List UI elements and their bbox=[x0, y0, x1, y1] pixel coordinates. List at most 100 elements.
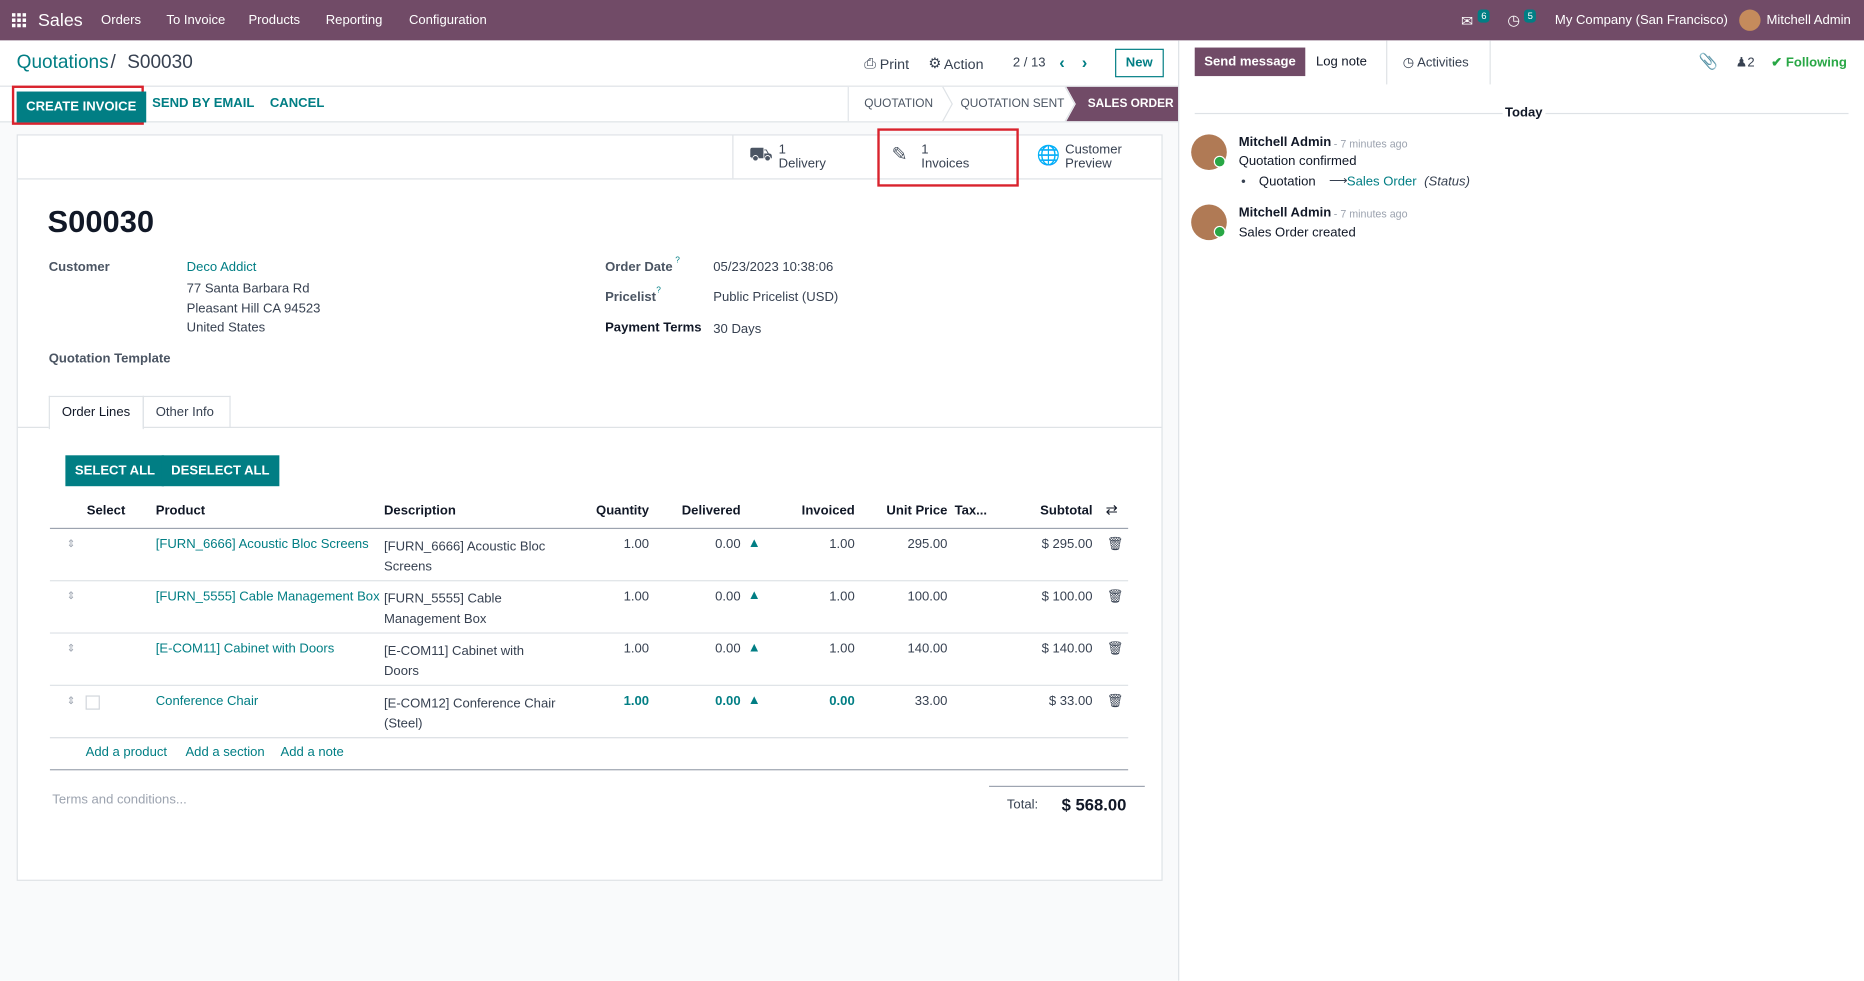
divider bbox=[49, 632, 1129, 634]
delete-icon[interactable]: 🗑 bbox=[1106, 641, 1124, 657]
breadcrumb-separator: / bbox=[110, 52, 116, 73]
invoices-button[interactable]: 1 Invoices bbox=[921, 143, 969, 172]
create-invoice-button[interactable]: CREATE INVOICE bbox=[16, 91, 146, 123]
record-name: S00030 bbox=[47, 203, 155, 239]
new-button[interactable]: New bbox=[1115, 48, 1164, 78]
column-header[interactable]: Delivered bbox=[681, 504, 741, 519]
help-mark[interactable]: ? bbox=[675, 256, 680, 266]
status-step[interactable]: QUOTATION bbox=[864, 97, 934, 111]
product-cell[interactable]: Conference Chair bbox=[155, 694, 259, 709]
label: Delivery bbox=[778, 156, 826, 172]
column-header[interactable]: Subtotal bbox=[1040, 504, 1093, 519]
count: 2 bbox=[1747, 55, 1755, 71]
divider bbox=[989, 785, 1145, 787]
statusbar bbox=[847, 86, 1179, 122]
action-button[interactable]: Action bbox=[943, 55, 984, 73]
product-cell[interactable]: [FURN_5555] Cable Management Box bbox=[155, 589, 380, 604]
customer-link[interactable]: Deco Addict bbox=[186, 260, 257, 275]
divider bbox=[49, 580, 1129, 582]
column-header[interactable]: Invoiced bbox=[801, 504, 855, 519]
divider bbox=[49, 737, 1129, 739]
tab[interactable] bbox=[142, 395, 231, 428]
app-name[interactable]: Sales bbox=[38, 10, 83, 31]
menu-item[interactable]: Orders bbox=[101, 13, 142, 28]
activities-badge: 5 bbox=[1524, 9, 1537, 23]
drag-handle[interactable]: ⇕ bbox=[66, 589, 76, 602]
numeric-cell: 1.00 bbox=[623, 589, 650, 604]
count: 1 bbox=[921, 142, 929, 157]
description-cell: [FURN_5555] Cable Management Box bbox=[383, 592, 502, 627]
column-header[interactable]: Select bbox=[86, 504, 126, 519]
pager-next[interactable]: › bbox=[1081, 52, 1088, 72]
print-button[interactable]: Print bbox=[879, 55, 910, 73]
drag-handle[interactable]: ⇕ bbox=[66, 537, 76, 550]
pager-prev[interactable]: ‹ bbox=[1059, 52, 1065, 72]
menu-item[interactable]: Reporting bbox=[325, 13, 383, 28]
cancel-button[interactable]: CANCEL bbox=[269, 96, 325, 111]
menu-item[interactable]: To Invoice bbox=[166, 13, 226, 28]
drag-handle[interactable]: ⇕ bbox=[66, 694, 76, 707]
tab-active[interactable] bbox=[48, 395, 144, 430]
column-header[interactable]: Tax... bbox=[954, 504, 988, 519]
author[interactable]: Mitchell Admin bbox=[1238, 135, 1332, 150]
globe-icon: 🌐 bbox=[1036, 146, 1061, 167]
breadcrumb[interactable]: Quotations bbox=[16, 52, 109, 73]
messages-icon[interactable]: ✉ bbox=[1461, 13, 1473, 30]
field-label: Pricelist bbox=[605, 290, 656, 305]
tab-label: Order Lines bbox=[61, 405, 131, 420]
delete-icon[interactable]: 🗑 bbox=[1106, 537, 1124, 552]
terms-input[interactable]: Terms and conditions... bbox=[52, 792, 187, 808]
row-checkbox[interactable] bbox=[85, 695, 100, 710]
menu-item[interactable]: Configuration bbox=[408, 13, 487, 28]
delete-icon[interactable]: 🗑 bbox=[1106, 589, 1124, 604]
menu-item[interactable]: Products bbox=[248, 13, 301, 28]
forecast-icon[interactable]: ▲ bbox=[747, 640, 761, 656]
delivery-button[interactable]: 1 Delivery bbox=[779, 143, 826, 172]
timestamp: - 7 minutes ago bbox=[1333, 137, 1408, 150]
user-menu[interactable]: Mitchell Admin bbox=[1766, 13, 1851, 28]
drag-handle[interactable]: ⇕ bbox=[66, 641, 76, 654]
activities-button[interactable]: ◷ Activities bbox=[1403, 55, 1469, 70]
apps-icon[interactable] bbox=[11, 13, 27, 28]
send-message-button[interactable]: Send message bbox=[1194, 47, 1306, 77]
author[interactable]: Mitchell Admin bbox=[1238, 205, 1332, 220]
person-icon: ♟ bbox=[1735, 55, 1748, 71]
customer-preview-button[interactable]: Customer Preview bbox=[1065, 142, 1122, 172]
column-header[interactable]: Product bbox=[155, 504, 206, 519]
delete-icon[interactable]: 🗑 bbox=[1106, 694, 1124, 709]
add-line-link[interactable]: Add a section bbox=[185, 745, 265, 760]
divider bbox=[1489, 40, 1491, 85]
product-cell[interactable]: [E-COM11] Cabinet with Doors bbox=[155, 641, 335, 657]
messages-badge: 6 bbox=[1477, 9, 1491, 23]
column-header[interactable]: Description bbox=[383, 504, 456, 519]
select-all-button[interactable]: SELECT ALL bbox=[65, 455, 165, 487]
forecast-icon[interactable]: ▲ bbox=[747, 693, 761, 708]
add-line-link[interactable]: Add a note bbox=[280, 745, 344, 760]
optional-columns-icon[interactable]: ⇄ bbox=[1105, 501, 1118, 519]
product-cell[interactable]: [FURN_6666] Acoustic Bloc Screens bbox=[155, 537, 369, 552]
activities-icon[interactable]: ◷ bbox=[1507, 11, 1520, 29]
forecast-icon[interactable]: ▲ bbox=[747, 536, 761, 551]
numeric-cell: 33.00 bbox=[914, 694, 948, 709]
total-label: Total: bbox=[1006, 797, 1039, 812]
numeric-cell: $ 140.00 bbox=[1041, 641, 1093, 657]
add-line-link[interactable]: Add a product bbox=[85, 745, 168, 760]
deselect-all-button[interactable]: DESELECT ALL bbox=[161, 455, 280, 487]
numeric-cell: $ 33.00 bbox=[1048, 694, 1093, 709]
following-button[interactable]: ✔ Following bbox=[1771, 55, 1847, 70]
check-icon: ✔ bbox=[1771, 55, 1786, 71]
send-email-button[interactable]: SEND BY EMAIL bbox=[152, 96, 255, 111]
numeric-cell: 0.00 bbox=[715, 589, 741, 604]
forecast-icon[interactable]: ▲ bbox=[747, 588, 761, 603]
followers-button[interactable]: ♟2 bbox=[1736, 55, 1755, 70]
user-avatar bbox=[1739, 9, 1761, 31]
log-note-button[interactable]: Log note bbox=[1315, 54, 1367, 69]
status-step[interactable]: QUOTATION SENT bbox=[960, 97, 1065, 111]
company-switcher[interactable]: My Company (San Francisco) bbox=[1554, 13, 1728, 28]
attachment-icon[interactable]: 📎 bbox=[1698, 52, 1719, 71]
help-mark[interactable]: ? bbox=[656, 286, 661, 295]
column-header[interactable]: Unit Price bbox=[886, 504, 948, 519]
column-header[interactable]: Quantity bbox=[596, 504, 650, 519]
numeric-cell: 100.00 bbox=[907, 589, 948, 604]
